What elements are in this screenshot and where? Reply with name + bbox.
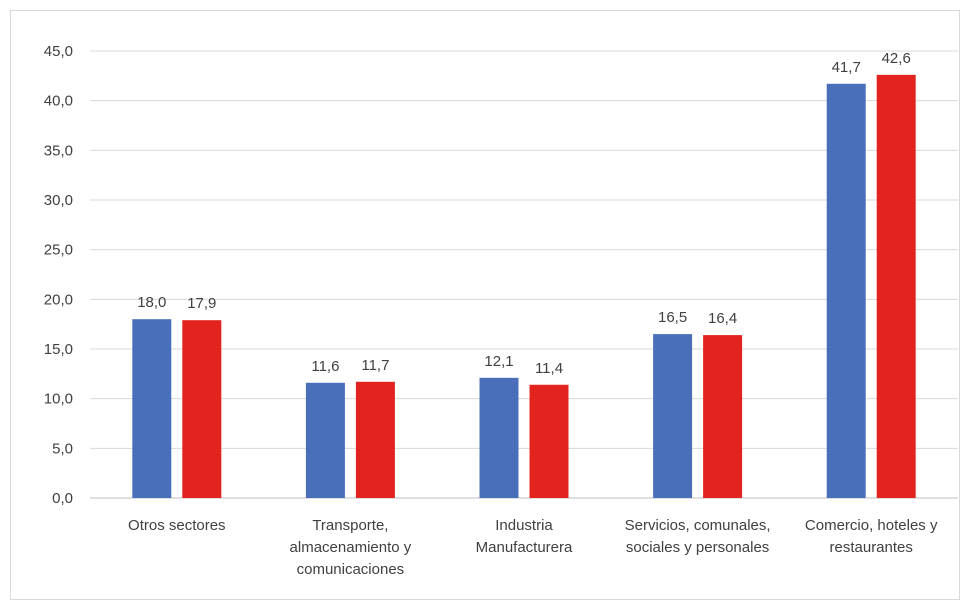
bar: [703, 335, 743, 498]
bar: [826, 83, 866, 498]
data-label: 11,7: [361, 357, 389, 374]
data-label: 41,7: [832, 59, 861, 76]
bar: [529, 384, 569, 498]
bar: [182, 320, 222, 498]
y-tick-label: 0,0: [52, 490, 73, 507]
x-category-label: Industria: [495, 517, 553, 534]
y-tick-label: 5,0: [52, 440, 73, 457]
bar: [479, 377, 519, 498]
data-label: 18,0: [137, 294, 166, 311]
y-tick-label: 30,0: [44, 192, 73, 209]
x-category-label: Manufacturera: [476, 539, 573, 556]
data-label: 17,9: [187, 295, 216, 312]
y-axis-ticks: 0,0 5,0 10,0 15,0 20,0 25,0 30,0 35,0 40,0 45,0: [44, 43, 73, 507]
x-category-label: restaurantes: [830, 539, 913, 556]
data-label: 11,4: [535, 360, 563, 377]
y-tick-label: 25,0: [44, 242, 73, 259]
bar: [355, 381, 395, 498]
data-labels: 18,0 17,9 11,6 11,7 12,1 11,4 16,5 16,4 41,7 42,6: [137, 50, 911, 377]
x-category-label: comunicaciones: [297, 561, 405, 578]
data-label: 11,6: [311, 358, 339, 375]
y-tick-label: 10,0: [44, 391, 73, 408]
y-tick-label: 15,0: [44, 341, 73, 358]
y-tick-label: 45,0: [44, 43, 73, 60]
data-label: 16,4: [708, 310, 737, 327]
bar: [876, 74, 916, 498]
x-category-label: sociales y personales: [626, 539, 769, 556]
x-category-label: Transporte,: [312, 517, 388, 534]
y-tick-label: 20,0: [44, 291, 73, 308]
x-category-label: almacenamiento y: [290, 539, 412, 556]
x-category-label: Servicios, comunales,: [625, 517, 771, 534]
x-category-label: Comercio, hoteles y: [805, 517, 938, 534]
bar-series: [132, 74, 916, 498]
x-axis-categories: Otros sectores Transporte, almacenamiento …: [128, 517, 938, 578]
data-label: 12,1: [484, 353, 513, 370]
data-label: 16,5: [658, 309, 687, 326]
y-tick-label: 40,0: [44, 93, 73, 110]
bar: [653, 334, 693, 498]
x-category-label: Otros sectores: [128, 517, 226, 534]
bar: [132, 319, 172, 498]
chart-frame: [10, 10, 960, 600]
gridlines: [90, 50, 958, 499]
data-label: 42,6: [882, 50, 911, 67]
bar: [305, 382, 345, 498]
y-tick-label: 35,0: [44, 142, 73, 159]
